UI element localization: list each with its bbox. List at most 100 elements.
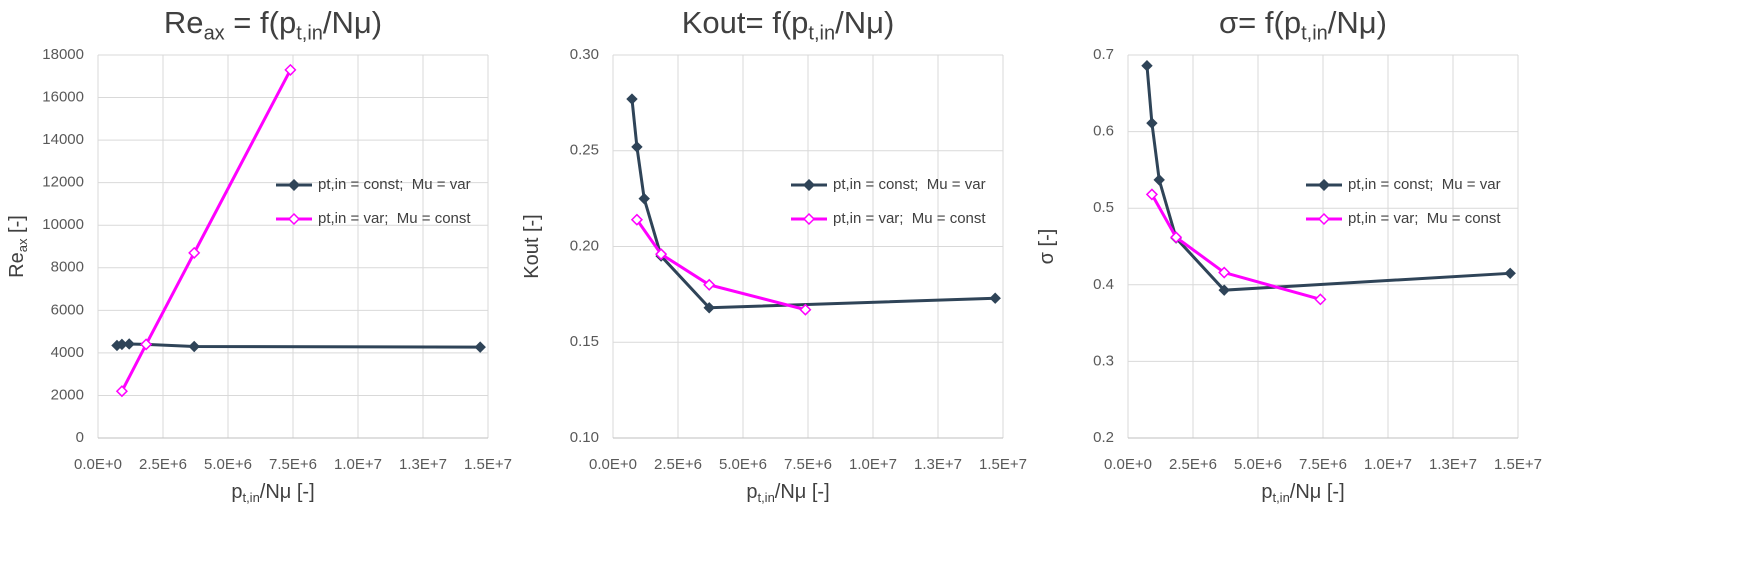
chart-title: Reax = f(pt,in/Nμ) (164, 5, 382, 44)
data-point (1218, 284, 1230, 296)
x-tick-label: 1.5E+7 (464, 456, 512, 473)
x-axis-label-part: /Nμ [-] (1290, 481, 1345, 503)
legend-label: pt,in = var; Mu = const (318, 210, 471, 227)
x-axis-label: pt,in/Nμ [-] (746, 481, 829, 505)
y-tick-label: 16000 (42, 89, 84, 106)
chart-title-part: t,in (296, 23, 323, 45)
y-tick-label: 12000 (42, 174, 84, 191)
x-axis-label-part: /Nμ [-] (260, 481, 315, 503)
chart-title-part: /Nμ) (835, 5, 894, 40)
x-axis-label-part: p (746, 481, 757, 503)
y-axis-label-part: σ [-] (1036, 229, 1058, 265)
x-tick-label: 1.3E+7 (399, 456, 447, 473)
y-tick-label: 0 (76, 429, 84, 446)
x-tick-label: 7.5E+6 (1299, 456, 1347, 473)
x-axis-label-part: p (231, 481, 242, 503)
legend-marker (802, 212, 816, 226)
x-axis-label-part: /Nμ [-] (775, 481, 830, 503)
legend-label: pt,in = var; Mu = const (833, 210, 986, 227)
y-tick-label: 2000 (51, 386, 84, 403)
x-tick-label: 0.0E+0 (589, 456, 637, 473)
chart-title-part: /Nμ) (323, 5, 382, 40)
series-line (1150, 193, 1321, 301)
y-tick-label: 0.20 (570, 237, 599, 254)
y-axis-label: Kout [-] (521, 214, 543, 278)
chart-title: σ= f(pt,in/Nμ) (1219, 5, 1387, 44)
chart-title-part: Kout= f(p (682, 5, 809, 40)
x-tick-label: 0.0E+0 (74, 456, 122, 473)
y-axis-label: σ [-] (1036, 229, 1058, 265)
x-tick-label: 0.0E+0 (1104, 456, 1152, 473)
chart-title-part: ax (204, 23, 225, 45)
data-point (284, 63, 297, 76)
chart-title-part: /Nμ) (1328, 5, 1387, 40)
data-point (1504, 267, 1516, 280)
legend-label: pt,in = var; Mu = const (1348, 210, 1501, 227)
y-axis-label-part: Kout [-] (521, 214, 543, 278)
x-tick-label: 5.0E+6 (204, 456, 252, 473)
data-point (1218, 266, 1231, 279)
chart-title: Kout= f(pt,in/Nμ) (682, 5, 895, 44)
y-axis-label-part: [-] (6, 215, 28, 238)
legend-label: pt,in = const; Mu = var (318, 176, 471, 193)
data-point (1170, 231, 1183, 244)
y-tick-label: 0.5 (1093, 199, 1114, 216)
x-tick-label: 7.5E+6 (269, 456, 317, 473)
data-point (1153, 174, 1165, 186)
y-tick-label: 8000 (51, 259, 84, 276)
x-tick-label: 5.0E+6 (719, 456, 767, 473)
data-point (631, 141, 643, 153)
legend-marker (1317, 212, 1331, 226)
chart-title-part: = f(p (225, 5, 297, 40)
chart-title-part: σ= f(p (1219, 5, 1301, 40)
x-tick-label: 2.5E+6 (139, 456, 187, 473)
legend-label: pt,in = const; Mu = var (833, 176, 986, 193)
y-tick-label: 4000 (51, 344, 84, 361)
data-point (188, 246, 201, 259)
x-tick-label: 1.5E+7 (1494, 456, 1542, 473)
y-tick-label: 0.7 (1093, 46, 1114, 63)
series-line (120, 69, 292, 392)
y-tick-label: 0.15 (570, 333, 599, 350)
data-point (989, 292, 1001, 304)
data-point (115, 385, 128, 398)
y-tick-label: 14000 (42, 131, 84, 148)
x-axis-label-part: p (1261, 481, 1272, 503)
data-point (1145, 188, 1158, 201)
data-point (188, 340, 200, 353)
legend-marker (802, 178, 816, 192)
y-axis-label-part: ax (15, 238, 30, 252)
x-tick-label: 5.0E+6 (1234, 456, 1282, 473)
data-point (655, 248, 668, 261)
chart-title-part: Re (164, 5, 204, 40)
chart-title-part: t,in (1301, 23, 1328, 45)
data-point (638, 192, 650, 205)
x-tick-label: 7.5E+6 (784, 456, 832, 473)
x-axis-label: pt,in/Nμ [-] (231, 481, 314, 505)
x-tick-label: 1.0E+7 (1364, 456, 1412, 473)
y-tick-label: 0.10 (570, 429, 599, 446)
legend-marker (287, 212, 301, 226)
legend-marker (287, 178, 301, 192)
x-tick-label: 1.0E+7 (849, 456, 897, 473)
legend-label: pt,in = const; Mu = var (1348, 176, 1501, 193)
data-point (799, 303, 812, 316)
y-tick-label: 6000 (51, 301, 84, 318)
x-tick-label: 2.5E+6 (654, 456, 702, 473)
x-tick-label: 1.3E+7 (914, 456, 962, 473)
chart-title-part: t,in (808, 23, 835, 45)
data-point (123, 338, 135, 350)
series-line (630, 98, 996, 310)
x-axis-label-part: t,in (757, 490, 774, 505)
data-point (1146, 117, 1158, 129)
x-tick-label: 1.0E+7 (334, 456, 382, 473)
data-point (1314, 293, 1327, 306)
data-point (703, 278, 716, 291)
data-point (703, 302, 715, 314)
x-tick-label: 1.3E+7 (1429, 456, 1477, 473)
series-line (635, 218, 806, 312)
data-point (626, 93, 638, 105)
series-line (116, 342, 481, 349)
y-tick-label: 0.3 (1093, 352, 1114, 369)
